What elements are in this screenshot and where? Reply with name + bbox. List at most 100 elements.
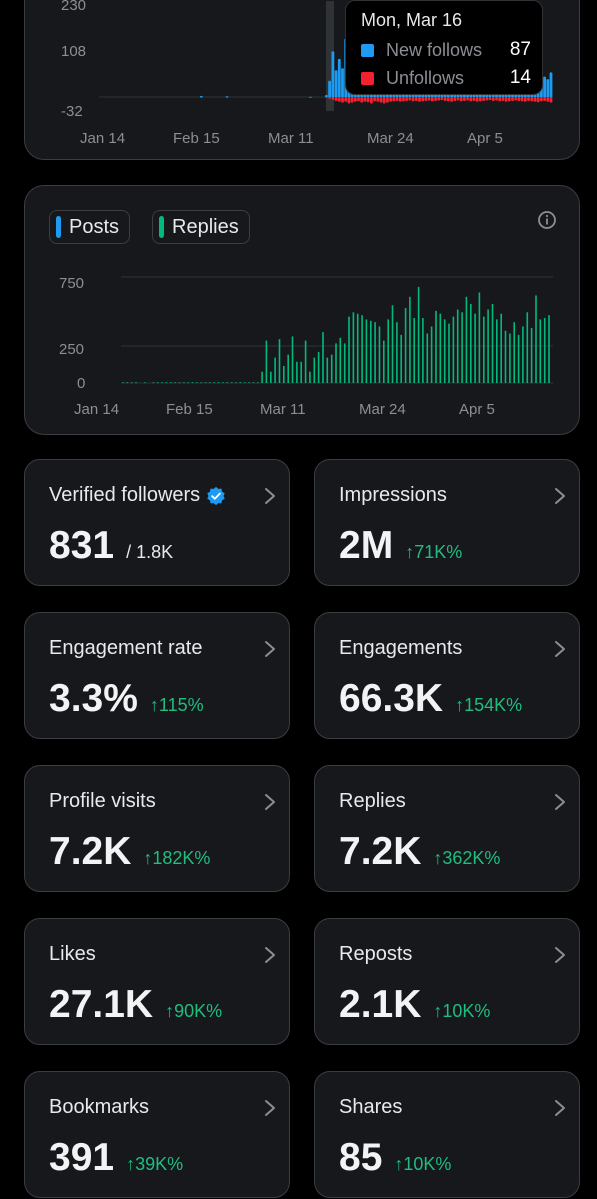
tooltip-new-label: New follows — [386, 39, 483, 60]
unfollows-bar — [376, 97, 380, 102]
replies-bar — [309, 371, 311, 383]
chevron-right-icon — [265, 641, 275, 657]
metric-value-row: 7.2K ↑362K% — [339, 830, 500, 874]
metric-title: Engagement rate — [49, 637, 202, 660]
unfollows-bar — [328, 97, 331, 99]
replies-bar — [387, 319, 389, 383]
replies-bar — [335, 343, 337, 383]
unfollows-bar — [530, 97, 534, 102]
replies-bar — [439, 313, 442, 383]
replies-bar — [143, 382, 146, 384]
chart-tooltip: Mon, Mar 16 New follows 87 Unfollows 14 — [345, 0, 543, 95]
unfollows-bar — [485, 97, 489, 101]
replies-bar — [278, 339, 281, 383]
replies-bar — [409, 296, 411, 383]
unfollows-bar — [411, 97, 415, 102]
replies-bar — [209, 382, 211, 384]
replies-bar — [465, 296, 468, 383]
unfollows-bar — [382, 97, 386, 104]
replies-bar — [456, 309, 459, 383]
metric-title: Shares — [339, 1096, 402, 1119]
tooltip-new-value: 87 — [509, 39, 531, 60]
replies-bar — [483, 316, 485, 383]
metric-title-text: Verified followers — [49, 484, 201, 506]
unfollows-bar — [421, 97, 425, 102]
unfollows-bar — [446, 97, 450, 102]
replies-bar — [365, 319, 368, 383]
info-icon[interactable] — [537, 210, 557, 230]
chevron-right-icon — [265, 794, 275, 810]
replies-bar — [370, 320, 372, 383]
replies-bar — [291, 336, 294, 383]
replies-bar — [448, 323, 450, 383]
new-follows-bar — [325, 95, 328, 98]
metric-value-row: 85 ↑10K% — [339, 1136, 451, 1180]
unfollows-bar — [418, 97, 421, 102]
unfollows-bar — [514, 97, 518, 101]
metric-title-text: Shares — [339, 1096, 403, 1118]
posts-chart-card: Posts Replies 750 250 0 Jan 14 Feb 15 Ma… — [24, 185, 580, 435]
metric-card-reposts[interactable]: Reposts 2.1K ↑10K% — [314, 918, 580, 1045]
unfollows-bar — [408, 97, 412, 101]
unfollows-bar — [501, 97, 505, 101]
replies-bar — [122, 382, 124, 384]
legend-replies-toggle[interactable]: Replies — [152, 210, 250, 244]
replies-bar — [322, 332, 324, 383]
replies-bar — [204, 382, 207, 384]
unfollows-bar — [536, 97, 540, 103]
metric-card-engagements[interactable]: Engagements 66.3K ↑154K% — [314, 612, 580, 739]
unfollows-bar — [341, 97, 344, 103]
x-tick-jan14: Jan 14 — [80, 130, 125, 147]
metric-change: ↑115% — [149, 695, 204, 715]
metric-card-verified-followers[interactable]: Verified followers 831 / 1.8K — [24, 459, 290, 586]
legend-posts-toggle[interactable]: Posts — [49, 210, 131, 244]
unfollows-bar — [546, 97, 550, 102]
replies-bar — [491, 303, 494, 383]
y-tick-230: 230 — [61, 0, 86, 14]
metric-title-text: Impressions — [339, 484, 447, 506]
y-tick-750: 750 — [59, 275, 84, 292]
metric-card-bookmarks[interactable]: Bookmarks 391 ↑39K% — [24, 1071, 290, 1198]
metric-title: Impressions — [339, 484, 447, 507]
replies-bar — [326, 357, 329, 383]
tooltip-unfollow-value: 14 — [509, 67, 531, 88]
metric-value-row: 831 / 1.8K — [49, 524, 173, 568]
metric-card-replies[interactable]: Replies 7.2K ↑362K% — [314, 765, 580, 892]
metric-change: ↑154K% — [455, 695, 523, 715]
replies-bar — [400, 334, 402, 383]
metric-card-impressions[interactable]: Impressions 2M ↑71K% — [314, 459, 580, 586]
replies-bar — [296, 361, 298, 383]
replies-bar — [196, 382, 198, 384]
replies-bar — [152, 382, 155, 384]
chevron-right-icon — [265, 488, 275, 504]
unfollows-bar — [437, 97, 441, 101]
replies-bar — [187, 382, 189, 384]
replies-bar — [317, 351, 320, 383]
x-tick-mar24: Mar 24 — [359, 401, 406, 418]
replies-bar — [330, 354, 333, 383]
replies-bar — [374, 322, 376, 383]
new-follows-bar — [337, 58, 341, 98]
metric-value: 27.1K — [49, 983, 154, 1026]
replies-bar — [178, 382, 181, 384]
unfollows-bar — [527, 97, 530, 101]
metric-card-engagement-rate[interactable]: Engagement rate 3.3% ↑115% — [24, 612, 290, 739]
replies-bar — [496, 319, 498, 383]
metric-card-profile-visits[interactable]: Profile visits 7.2K ↑182K% — [24, 765, 290, 892]
metric-card-shares[interactable]: Shares 85 ↑10K% — [314, 1071, 580, 1198]
metric-title-text: Likes — [49, 943, 96, 965]
replies-bar — [135, 382, 137, 384]
metric-change: ↑71K% — [405, 542, 463, 562]
tooltip-row-unfollow: Unfollows 14 — [361, 67, 531, 89]
posts-chart[interactable]: 750 250 0 Jan 14 Feb 15 Mar 11 Mar 24 Ap… — [25, 186, 581, 436]
metric-value-row: 2.1K ↑10K% — [339, 983, 490, 1027]
metric-card-likes[interactable]: Likes 27.1K ↑90K% — [24, 918, 290, 1045]
metric-change: ↑182K% — [143, 848, 211, 868]
unfollows-bar — [347, 97, 351, 104]
unfollows-bar — [475, 97, 479, 102]
tooltip-row-new: New follows 87 — [361, 39, 531, 61]
unfollows-bar — [427, 97, 431, 101]
replies-bar — [478, 292, 481, 383]
replies-bar — [539, 319, 542, 383]
unfollows-bar — [450, 97, 453, 102]
